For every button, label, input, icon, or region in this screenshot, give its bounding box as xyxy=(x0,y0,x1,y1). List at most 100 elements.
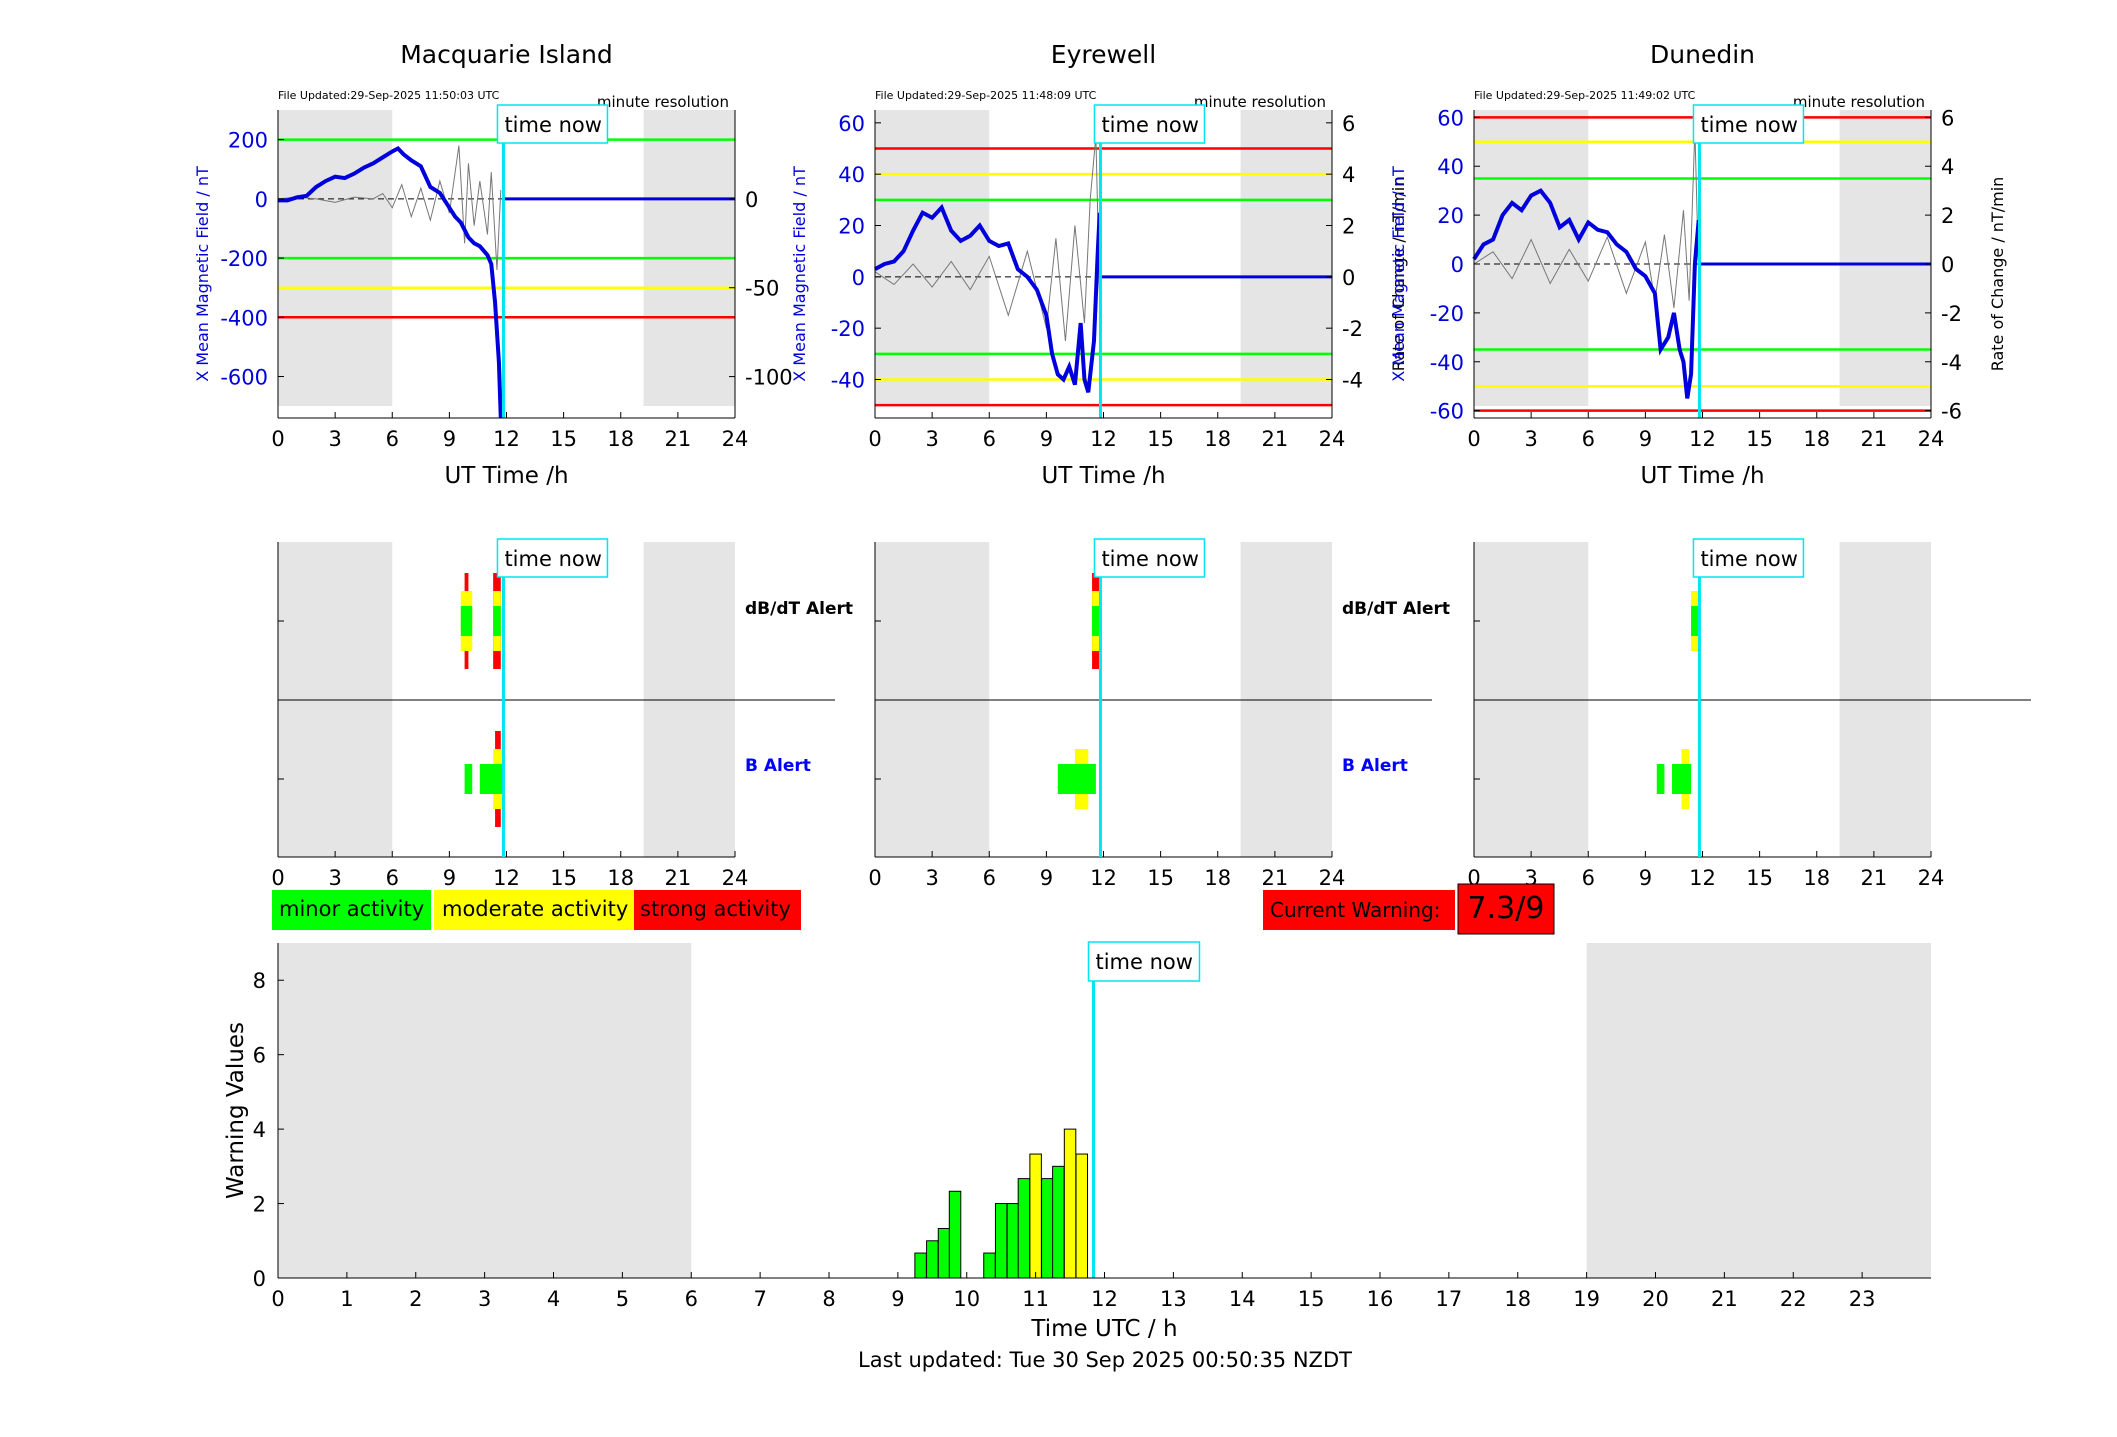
time-now-label: time now xyxy=(1101,547,1198,571)
x-tick-label: 18 xyxy=(1204,427,1231,451)
left-tick-label: -40 xyxy=(831,369,865,393)
dbdt-alert-bar-minor xyxy=(493,606,501,636)
y-tick-label: 0 xyxy=(253,1267,266,1291)
legend-moderate-label: moderate activity xyxy=(442,897,628,921)
left-tick-label: -400 xyxy=(220,306,268,330)
rate-of-change-trace xyxy=(277,145,502,270)
left-tick-label: -20 xyxy=(1430,302,1464,326)
x-tick-label: 3 xyxy=(1524,427,1537,451)
x-tick-label: 13 xyxy=(1160,1287,1187,1311)
right-tick-label: -100 xyxy=(745,366,793,390)
time-now-label: time now xyxy=(504,113,601,137)
x-tick-label: 0 xyxy=(868,427,881,451)
warning-bar xyxy=(1041,1178,1054,1279)
file-updated: File Updated:29-Sep-2025 11:49:02 UTC xyxy=(1474,89,1696,102)
left-tick-label: 20 xyxy=(1437,204,1464,228)
file-updated: File Updated:29-Sep-2025 11:48:09 UTC xyxy=(875,89,1097,102)
x-tick-label: 9 xyxy=(1639,427,1652,451)
warning-bar xyxy=(1075,1153,1089,1279)
right-tick-label: -6 xyxy=(1941,400,1962,424)
top-panel-dunedin: Dunedin File Updated:29-Sep-2025 11:49:02… xyxy=(1389,40,2007,489)
last-updated: Last updated: Tue 30 Sep 2025 00:50:35 N… xyxy=(858,1348,1352,1372)
field-trace xyxy=(1472,188,1701,399)
right-y-label: Rate of Change / nT/min xyxy=(1389,177,1408,372)
rate-of-change-trace xyxy=(874,135,1101,342)
y-axis-label: Warning Values xyxy=(223,1022,249,1199)
b-alert-label: B Alert xyxy=(745,756,811,776)
dbdt-alert-bar-minor xyxy=(1092,606,1100,636)
x-tick-label: 6 xyxy=(386,427,399,451)
left-tick-label: 0 xyxy=(255,188,268,212)
time-now-box xyxy=(1093,538,1206,578)
left-tick-label: -600 xyxy=(220,366,268,390)
left-tick-label: 60 xyxy=(1437,106,1464,130)
time-now-label: time now xyxy=(1101,113,1198,137)
top-panel-macquarie: Macquarie Island File Updated:29-Sep-2025… xyxy=(193,40,793,489)
x-tick-label: 3 xyxy=(925,427,938,451)
x-tick-label: 15 xyxy=(1746,427,1773,451)
right-tick-label: -50 xyxy=(745,277,779,301)
x-tick-label: 3 xyxy=(478,1287,491,1311)
x-axis-label: UT Time /h xyxy=(1041,463,1165,489)
x-tick-label: 19 xyxy=(1573,1287,1600,1311)
legend-minor-label: minor activity xyxy=(279,897,424,921)
field-trace xyxy=(278,146,505,419)
right-tick-label: 0 xyxy=(1941,253,1954,277)
warning-bar xyxy=(1052,1165,1065,1279)
x-tick-label: 12 xyxy=(493,427,520,451)
x-tick-label: 0 xyxy=(1467,427,1480,451)
x-tick-label: 0 xyxy=(271,427,284,451)
x-tick-label: 6 xyxy=(983,866,996,890)
x-tick-label: 18 xyxy=(607,866,634,890)
x-tick-label: 15 xyxy=(1746,866,1773,890)
left-tick-label: -60 xyxy=(1430,400,1464,424)
x-tick-label: 21 xyxy=(1262,866,1289,890)
x-tick-label: 9 xyxy=(1639,866,1652,890)
time-now-box xyxy=(1692,104,1805,144)
warning-bar xyxy=(948,1190,962,1279)
time-now-box xyxy=(1093,104,1206,144)
x-tick-label: 21 xyxy=(665,866,692,890)
right-tick-label: -2 xyxy=(1941,302,1962,326)
x-tick-label: 14 xyxy=(1229,1287,1256,1311)
b-alert-bar-minor xyxy=(1656,764,1665,794)
x-tick-label: 23 xyxy=(1849,1287,1876,1311)
left-tick-label: -20 xyxy=(831,317,865,341)
x-tick-label: 9 xyxy=(443,427,456,451)
x-tick-label: 18 xyxy=(1803,866,1830,890)
time-now-label: time now xyxy=(1095,950,1192,974)
legend-minor-swatch xyxy=(272,890,431,930)
x-tick-label: 18 xyxy=(607,427,634,451)
right-tick-label: -4 xyxy=(1941,351,1962,375)
x-tick-label: 17 xyxy=(1436,1287,1463,1311)
x-tick-label: 12 xyxy=(1689,427,1716,451)
x-tick-label: 6 xyxy=(983,427,996,451)
time-now-label: time now xyxy=(1700,113,1797,137)
left-tick-label: 20 xyxy=(838,215,865,239)
x-tick-label: 9 xyxy=(891,1287,904,1311)
x-tick-label: 18 xyxy=(1504,1287,1531,1311)
file-updated: File Updated:29-Sep-2025 11:50:03 UTC xyxy=(278,89,500,102)
right-tick-label: 2 xyxy=(1342,215,1355,239)
x-tick-label: 15 xyxy=(550,866,577,890)
station-title: Macquarie Island xyxy=(400,40,613,69)
x-tick-label: 1 xyxy=(340,1287,353,1311)
station-title: Dunedin xyxy=(1650,40,1755,69)
right-tick-label: 0 xyxy=(1342,266,1355,290)
night-band xyxy=(875,110,990,406)
time-now-label: time now xyxy=(1700,547,1797,571)
current-warning: Current Warning: 7.3/9 xyxy=(1263,883,1555,935)
y-tick-label: 8 xyxy=(253,969,266,993)
current-warning-label-box xyxy=(1263,890,1455,930)
warning-bar xyxy=(983,1252,996,1279)
left-tick-label: -40 xyxy=(1430,351,1464,375)
x-tick-label: 12 xyxy=(1091,1287,1118,1311)
x-tick-label: 22 xyxy=(1780,1287,1807,1311)
left-tick-label: 0 xyxy=(1451,253,1464,277)
x-tick-label: 15 xyxy=(1147,866,1174,890)
time-now-box xyxy=(1087,941,1201,982)
night-band xyxy=(1586,943,1931,1278)
right-tick-label: 4 xyxy=(1941,155,1954,179)
